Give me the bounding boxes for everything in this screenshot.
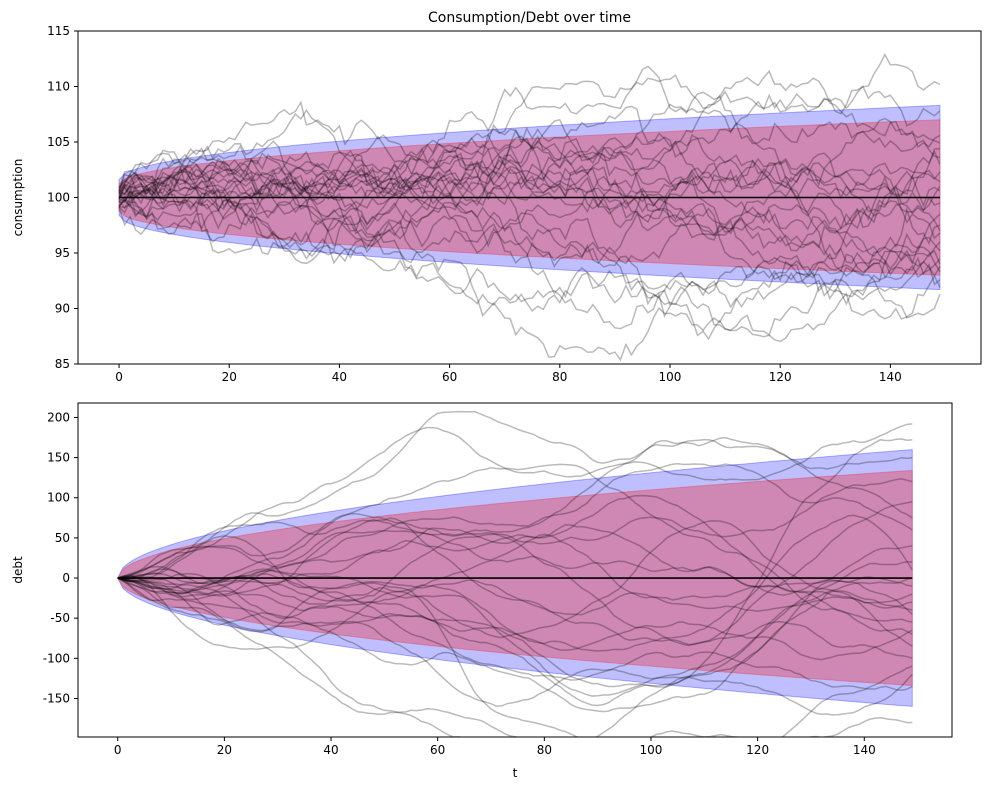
sample-path: [118, 155, 941, 261]
y-tick-label: -100: [43, 651, 70, 665]
y-tick-label: 110: [47, 80, 70, 94]
sample-path: [118, 84, 941, 197]
x-axis-label: t: [513, 766, 518, 780]
sample-path: [117, 463, 913, 601]
x-tick-label: 100: [659, 370, 682, 384]
y-tick-label: -50: [50, 611, 70, 625]
x-tick-label: 140: [853, 743, 876, 757]
sample-path: [118, 189, 941, 270]
y-axis-label: debt: [11, 556, 25, 584]
y-tick-label: 105: [47, 135, 70, 149]
sample-path: [119, 160, 941, 306]
sample-path: [117, 438, 913, 707]
sample-path: [118, 145, 941, 240]
sample-path: [117, 501, 913, 646]
sample-path: [118, 147, 941, 269]
x-tick-label: 0: [114, 743, 122, 757]
sample-path: [117, 535, 913, 737]
sample-path: [118, 100, 941, 213]
x-tick-label: 40: [323, 743, 338, 757]
sample-path: [117, 494, 913, 623]
sample-path: [118, 149, 941, 260]
sample-path: [118, 183, 941, 299]
sample-path: [118, 74, 941, 222]
y-tick-label: 50: [55, 531, 70, 545]
sample-path: [117, 575, 913, 633]
x-tick-label: 140: [879, 370, 902, 384]
sample-path: [118, 181, 941, 362]
sample-path: [118, 167, 941, 343]
sample-path: [117, 410, 913, 579]
y-tick-label: 95: [55, 246, 70, 260]
x-tick-label: 80: [552, 370, 567, 384]
sample-path: [117, 426, 913, 579]
y-tick-label: 100: [47, 491, 70, 505]
sample-path: [118, 158, 941, 258]
x-tick-label: 120: [769, 370, 792, 384]
sample-path: [118, 65, 941, 199]
y-tick-label: 100: [47, 191, 70, 205]
sample-path: [118, 176, 941, 312]
chart-title: Consumption/Debt over time: [428, 10, 631, 26]
x-tick-label: 40: [332, 370, 347, 384]
sample-path: [117, 555, 913, 615]
consumption-axes: 0 20 40 60 80 100 120 140 85 90 95 100 105 110 115 Cons…: [11, 10, 982, 384]
sample-path: [117, 575, 913, 661]
y-tick-label: 85: [55, 357, 70, 371]
sample-path: [117, 576, 913, 688]
x-tick-label: 80: [537, 743, 552, 757]
sample-path: [117, 560, 913, 697]
sample-path: [118, 152, 941, 265]
y-tick-label: 150: [47, 451, 70, 465]
y-tick-label: 115: [47, 24, 70, 38]
y-tick-label: 200: [47, 410, 70, 424]
y-tick-label: 90: [55, 302, 70, 316]
sample-path: [117, 568, 913, 691]
sample-path: [118, 103, 941, 254]
x-tick-label: 60: [442, 370, 457, 384]
x-tick-label: 120: [746, 743, 769, 757]
axes-frame: [77, 402, 953, 738]
sample-path: [117, 577, 913, 716]
y-axis-label: consumption: [11, 159, 25, 237]
plot-area: [118, 53, 941, 362]
x-tick-label: 100: [640, 743, 663, 757]
sample-path: [118, 150, 941, 306]
sample-path: [117, 529, 913, 604]
sample-path: [118, 118, 941, 213]
sample-path: [118, 53, 941, 246]
sample-path: [117, 512, 913, 660]
x-tick-label: 60: [430, 743, 445, 757]
plot-area: [117, 410, 913, 737]
sample-path: [117, 577, 913, 713]
x-tick-label: 0: [115, 370, 123, 384]
sample-path: [117, 423, 913, 597]
sample-path: [117, 523, 913, 588]
sample-path: [118, 182, 941, 341]
x-tick-label: 20: [222, 370, 237, 384]
y-tick-label: 0: [62, 571, 70, 585]
sample-path: [118, 129, 941, 230]
debt-axes: 0 20 40 60 80 100 120 140 -150 -100 -50 0 50 100 150 20…: [11, 402, 953, 780]
x-tick-label: 20: [217, 743, 232, 757]
sample-path: [118, 117, 941, 227]
sample-path: [117, 574, 913, 737]
sample-path: [118, 108, 941, 319]
sample-path: [117, 514, 913, 652]
y-tick-label: -150: [43, 691, 70, 705]
